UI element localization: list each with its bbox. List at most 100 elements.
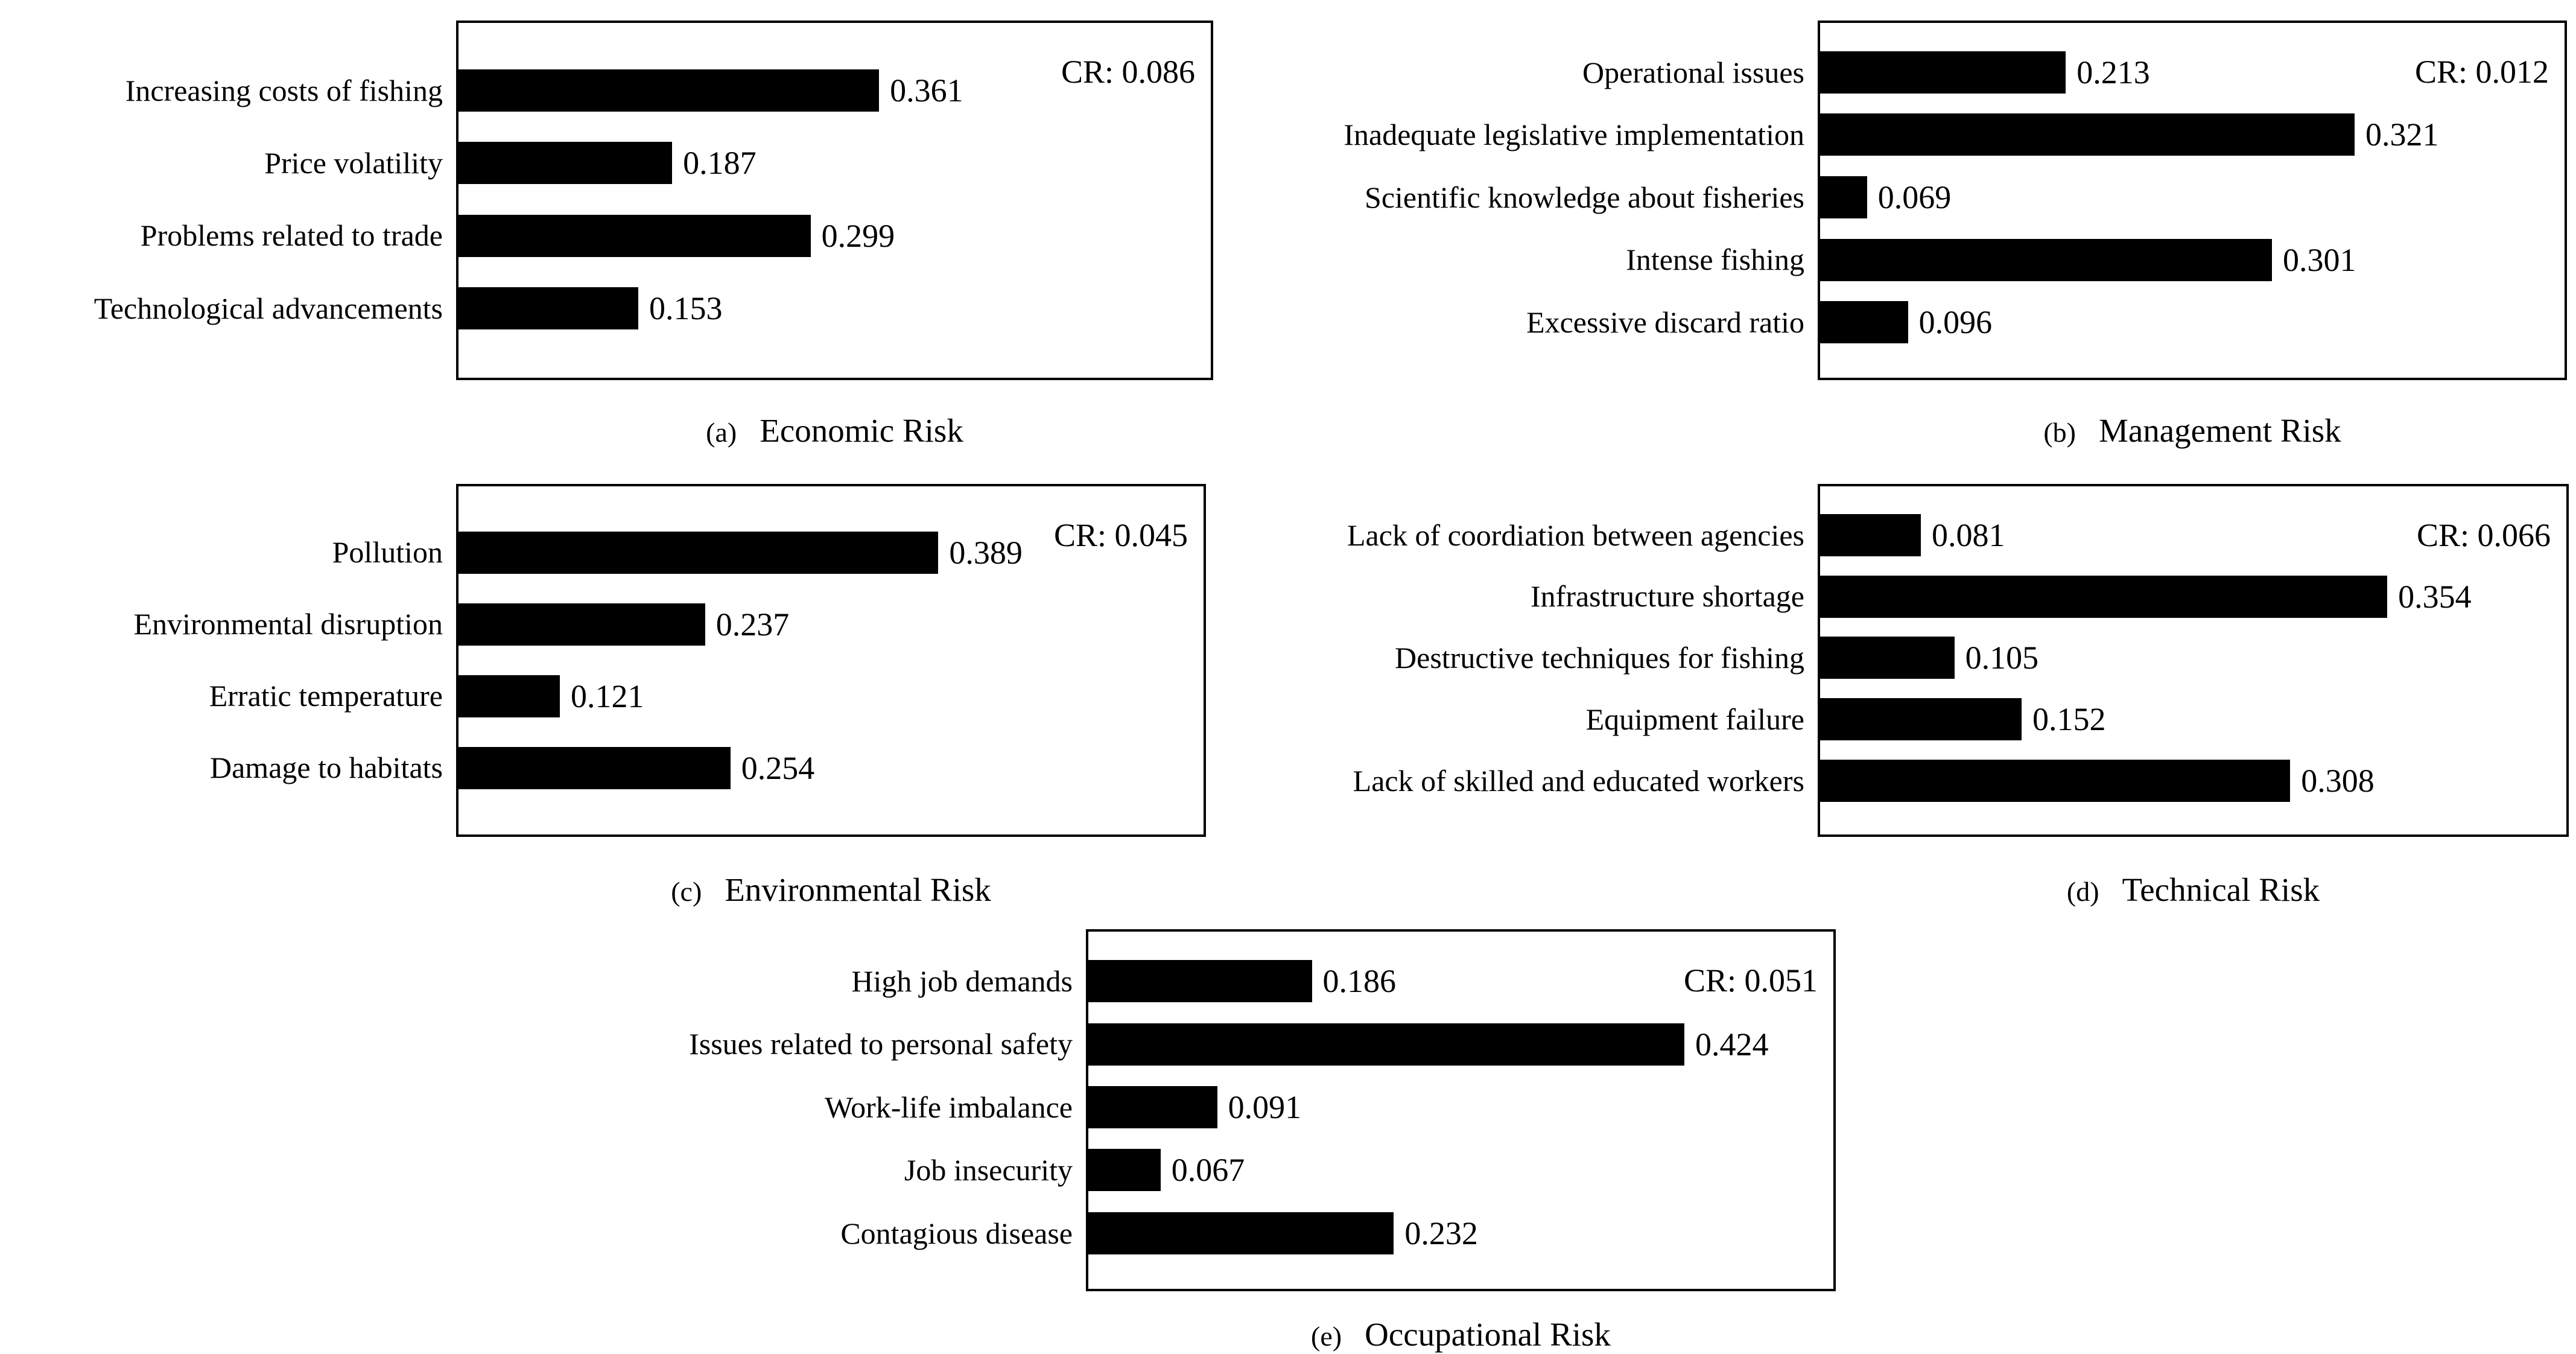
category-label: Increasing costs of fishing: [125, 73, 443, 107]
bar-row: 0.354: [1820, 566, 2566, 628]
bar: [1820, 575, 2388, 618]
bar-row: 0.081: [1820, 504, 2566, 566]
bar-row: 0.096: [1820, 291, 2565, 354]
bar-row: 0.237: [458, 588, 1204, 660]
category-label-row: Lack of coordiation between agencies: [1225, 504, 1804, 566]
bar-row: 0.301: [1820, 229, 2565, 291]
category-labels-management: Operational issues Inadequate legislative…: [1225, 21, 1818, 380]
category-label-row: Price volatility: [24, 127, 443, 199]
bar: [1820, 176, 1867, 218]
caption-letter: (a): [706, 417, 737, 448]
value-label: 0.067: [1171, 1152, 1245, 1189]
category-label-row: Inadequate legislative implementation: [1225, 104, 1804, 167]
bar-row: 0.152: [1820, 688, 2566, 750]
bar-row: 0.299: [458, 200, 1211, 272]
category-label-row: Pollution: [24, 516, 443, 588]
value-label: 0.152: [2032, 701, 2106, 738]
value-label: 0.237: [715, 606, 790, 643]
category-label-row: High job demands: [561, 950, 1073, 1012]
category-label-row: Equipment failure: [1225, 688, 1804, 750]
caption-title: Management Risk: [2098, 412, 2341, 449]
caption-letter: (c): [671, 876, 702, 907]
value-label: 0.301: [2283, 241, 2356, 278]
bar: [1820, 513, 1921, 556]
category-label: Problems related to trade: [140, 218, 443, 253]
plotwrap-occupational: 0.186 0.424 0.091 0.067 0.232 CR: 0.051 (e) Oc…: [1086, 929, 1836, 1353]
category-label: Work-life imbalance: [824, 1090, 1073, 1124]
bar-row: 0.213: [1820, 41, 2565, 104]
consistency-ratio-label: CR: 0.051: [1683, 962, 1818, 999]
plotwrap-economic: 0.361 0.187 0.299 0.153 CR: 0.086 (a) Economi…: [456, 21, 1213, 449]
value-label: 0.105: [1965, 640, 2039, 676]
category-label: Damage to habitats: [210, 751, 443, 785]
bar-row: 0.424: [1088, 1012, 1833, 1075]
value-label: 0.081: [1931, 516, 2005, 553]
bar-row: 0.153: [458, 272, 1211, 345]
bar: [1820, 113, 2355, 156]
category-label-row: Lack of skilled and educated workers: [1225, 750, 1804, 812]
chart-environmental-risk: Pollution Environmental disruption Erratic…: [24, 484, 1206, 908]
category-label: Environmental disruption: [133, 607, 443, 641]
category-label-row: Operational issues: [1225, 41, 1804, 104]
category-label: Lack of skilled and educated workers: [1353, 763, 1804, 798]
value-label: 0.121: [570, 678, 644, 714]
plotwrap-environmental: 0.389 0.237 0.121 0.254 CR: 0.045 (c) Environ…: [456, 484, 1206, 908]
value-label: 0.361: [890, 72, 963, 109]
bar-row: 0.389: [458, 516, 1204, 588]
category-label-row: Infrastructure shortage: [1225, 566, 1804, 628]
category-labels-environmental: Pollution Environmental disruption Erratic…: [24, 484, 456, 837]
category-label-row: Scientific knowledge about fisheries: [1225, 166, 1804, 229]
chart-occupational-risk: High job demands Issues related to person…: [561, 929, 1836, 1353]
bar: [1088, 1086, 1217, 1129]
category-label-row: Increasing costs of fishing: [24, 54, 443, 127]
bar: [1088, 1149, 1161, 1192]
category-label: Lack of coordiation between agencies: [1347, 518, 1804, 552]
chart-economic-risk: Increasing costs of fishing Price volatil…: [24, 21, 1213, 449]
caption-title: Occupational Risk: [1365, 1316, 1611, 1353]
category-label-row: Job insecurity: [561, 1139, 1073, 1201]
category-labels-technical: Lack of coordiation between agencies Infr…: [1225, 484, 1818, 837]
bar: [1820, 637, 1955, 679]
caption-technical: (d) Technical Risk: [1818, 871, 2569, 909]
bar: [458, 287, 639, 329]
value-label: 0.213: [2076, 54, 2150, 91]
bar: [1088, 1023, 1684, 1066]
category-labels-occupational: High job demands Issues related to person…: [561, 929, 1086, 1291]
category-label: Destructive techniques for fishing: [1395, 641, 1804, 675]
bar-row: 0.069: [1820, 166, 2565, 229]
bar: [458, 603, 705, 646]
category-label: Technological advancements: [94, 291, 443, 325]
bar: [458, 531, 939, 574]
bar: [458, 746, 731, 789]
category-label: Price volatility: [264, 146, 443, 180]
category-label: Operational issues: [1582, 55, 1804, 89]
category-label: Pollution: [332, 535, 443, 570]
caption-letter: (d): [2066, 876, 2099, 907]
bar-row: 0.321: [1820, 104, 2565, 167]
category-label-row: Technological advancements: [24, 272, 443, 345]
bar: [1820, 301, 1908, 344]
bar: [458, 214, 811, 257]
bar-row: 0.091: [1088, 1076, 1833, 1139]
plotwrap-management: 0.213 0.321 0.069 0.301 0.096 CR: 0.012 (b) Ma…: [1818, 21, 2567, 449]
bar: [458, 675, 560, 717]
category-label: Excessive discard ratio: [1526, 305, 1804, 339]
category-label: Job insecurity: [904, 1153, 1073, 1187]
value-label: 0.424: [1695, 1026, 1769, 1063]
category-label: High job demands: [851, 964, 1073, 998]
bar-row: 0.254: [458, 732, 1204, 804]
value-label: 0.232: [1404, 1215, 1478, 1251]
category-label-row: Erratic temperature: [24, 660, 443, 732]
caption-title: Environmental Risk: [725, 871, 991, 908]
category-label-row: Problems related to trade: [24, 200, 443, 272]
value-label: 0.096: [1918, 304, 1993, 341]
bar: [1088, 1212, 1394, 1254]
caption-letter: (b): [2043, 417, 2076, 448]
caption-letter: (e): [1311, 1321, 1342, 1352]
category-label: Contagious disease: [840, 1216, 1073, 1250]
category-labels-economic: Increasing costs of fishing Price volatil…: [24, 21, 456, 380]
caption-management: (b) Management Risk: [1818, 412, 2567, 450]
bar-row: 0.361: [458, 54, 1211, 127]
category-label-row: Intense fishing: [1225, 229, 1804, 291]
